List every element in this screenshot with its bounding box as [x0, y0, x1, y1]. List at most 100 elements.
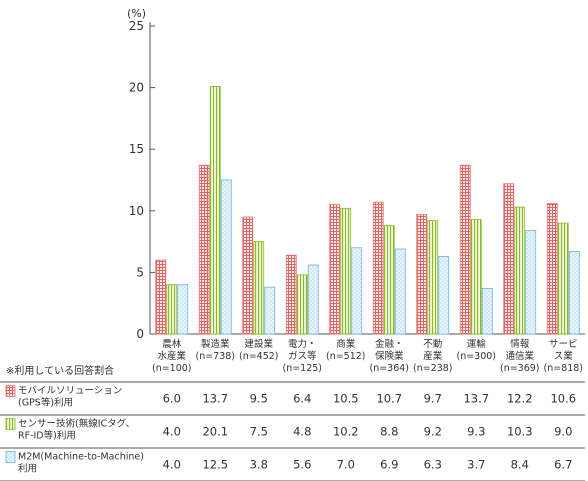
- y-tick-label: 5: [136, 265, 144, 279]
- category-label: 情報: [510, 338, 530, 350]
- category-label: 製造業: [201, 338, 230, 350]
- category-label: 不動: [423, 339, 442, 350]
- axes: 0510152025(%)農林水産業(n=100)製造業(n=738)建設業(n…: [127, 7, 585, 374]
- bar-series-2: [514, 206, 526, 335]
- bar-series-2: [253, 241, 265, 335]
- category-label: (n=818): [543, 363, 583, 374]
- table-cell-value: 10.3: [507, 425, 533, 439]
- table-cell-value: 13.7: [202, 392, 228, 406]
- legend-swatch: [5, 451, 16, 463]
- series-label: モバイルソリューション: [18, 386, 122, 397]
- table-cell-value: 6.4: [293, 392, 311, 406]
- y-tick-label: 20: [129, 81, 144, 95]
- bar-series-1: [416, 214, 428, 335]
- bar-series-3: [525, 230, 537, 335]
- series-label: (GPS等)利用: [18, 397, 73, 409]
- bar-series-1: [285, 254, 297, 335]
- bar-series-1: [459, 164, 471, 335]
- category-label: (n=364): [369, 363, 409, 374]
- bar-series-3: [220, 179, 232, 335]
- category-label: 産業: [423, 350, 443, 362]
- category-label: 金融・: [375, 338, 404, 350]
- category-label: (n=125): [282, 363, 322, 374]
- category-label: (n=300): [456, 351, 496, 362]
- table-cell-value: 10.7: [376, 392, 402, 406]
- bar-series-1: [155, 259, 167, 335]
- table-cell-value: 6.3: [424, 458, 442, 472]
- bar-series-3: [394, 248, 406, 335]
- table-cell-value: 10.6: [550, 392, 576, 406]
- table-cell-value: 9.0: [554, 425, 572, 439]
- bar-series-3: [307, 264, 319, 335]
- table-cell-value: 4.8: [293, 425, 311, 439]
- table-cell-value: 10.5: [333, 392, 359, 406]
- series-label: RF-ID等)利用: [18, 430, 76, 442]
- y-unit-label: (%): [127, 7, 146, 20]
- category-label: 水産業: [157, 350, 186, 362]
- category-label: 農林: [162, 338, 182, 350]
- bar-series-3: [568, 251, 580, 335]
- y-tick-label: 10: [129, 204, 144, 218]
- table-cell-value: 9.3: [467, 425, 485, 439]
- series-label: センサー技術(無線ICタグ、: [18, 418, 135, 430]
- category-label: (n=512): [326, 351, 366, 362]
- category-label: (n=369): [500, 363, 540, 374]
- table-cell-value: 6.7: [554, 458, 572, 472]
- category-label: 通信業: [505, 350, 534, 362]
- table-cell-value: 12.5: [202, 458, 228, 472]
- bar-series-1: [372, 201, 384, 335]
- bar-series-2: [470, 219, 482, 335]
- category-label: 運輸: [467, 338, 487, 350]
- category-label: 建設業: [244, 338, 273, 350]
- bar-series-2: [340, 207, 352, 335]
- bar-series-1: [329, 204, 341, 335]
- bar-series-2: [383, 225, 395, 335]
- table-cell-value: 9.5: [250, 392, 268, 406]
- table-cell-value: 7.5: [250, 425, 268, 439]
- series-label: 利用: [18, 463, 37, 475]
- category-label: (n=738): [195, 351, 235, 362]
- bar-series-3: [481, 288, 493, 335]
- table-cell-value: 12.2: [507, 392, 533, 406]
- table-cell-value: 20.1: [202, 425, 228, 439]
- category-label: 電力・: [288, 338, 317, 350]
- category-label: サービ: [549, 339, 578, 350]
- series-label: M2M(Machine-to-Machine): [18, 452, 144, 463]
- bar-series-3: [351, 247, 363, 335]
- bar-series-3: [264, 286, 276, 335]
- table-note: ※利用している回答割合: [6, 364, 114, 377]
- y-tick-label: 15: [129, 142, 144, 156]
- category-label: ガス等: [288, 350, 317, 362]
- category-label: (n=452): [239, 351, 279, 362]
- bar-series-1: [242, 216, 254, 335]
- table-cell-value: 9.7: [424, 392, 442, 406]
- y-tick-label: 25: [129, 19, 144, 33]
- bar-series-2: [166, 284, 178, 335]
- bar-series-3: [177, 284, 189, 335]
- table-cell-value: 6.9: [380, 458, 398, 472]
- table-cell-value: 4.0: [163, 425, 181, 439]
- table-cell-value: 7.0: [337, 458, 355, 472]
- table-cell-value: 6.0: [163, 392, 181, 406]
- category-label: ス業: [554, 350, 574, 362]
- category-label: (n=238): [413, 363, 453, 374]
- table-cell-value: 4.0: [163, 458, 181, 472]
- bar-series-2: [209, 85, 221, 335]
- bar-series-1: [546, 203, 558, 335]
- bar-series-1: [503, 183, 515, 335]
- bar-series-1: [198, 164, 210, 335]
- table-cell-value: 10.2: [333, 425, 359, 439]
- legend-swatch: [5, 418, 16, 430]
- category-label: 商業: [336, 338, 356, 350]
- bar-series-3: [438, 255, 450, 335]
- bar-series-2: [557, 222, 569, 335]
- table-cell-value: 13.7: [463, 392, 489, 406]
- table-cell-value: 8.4: [511, 458, 529, 472]
- y-tick-label: 0: [136, 327, 144, 341]
- category-label: 保険業: [375, 350, 404, 362]
- bars: [155, 85, 580, 335]
- legend-swatch: [5, 385, 16, 397]
- table-cell-value: 8.8: [380, 425, 398, 439]
